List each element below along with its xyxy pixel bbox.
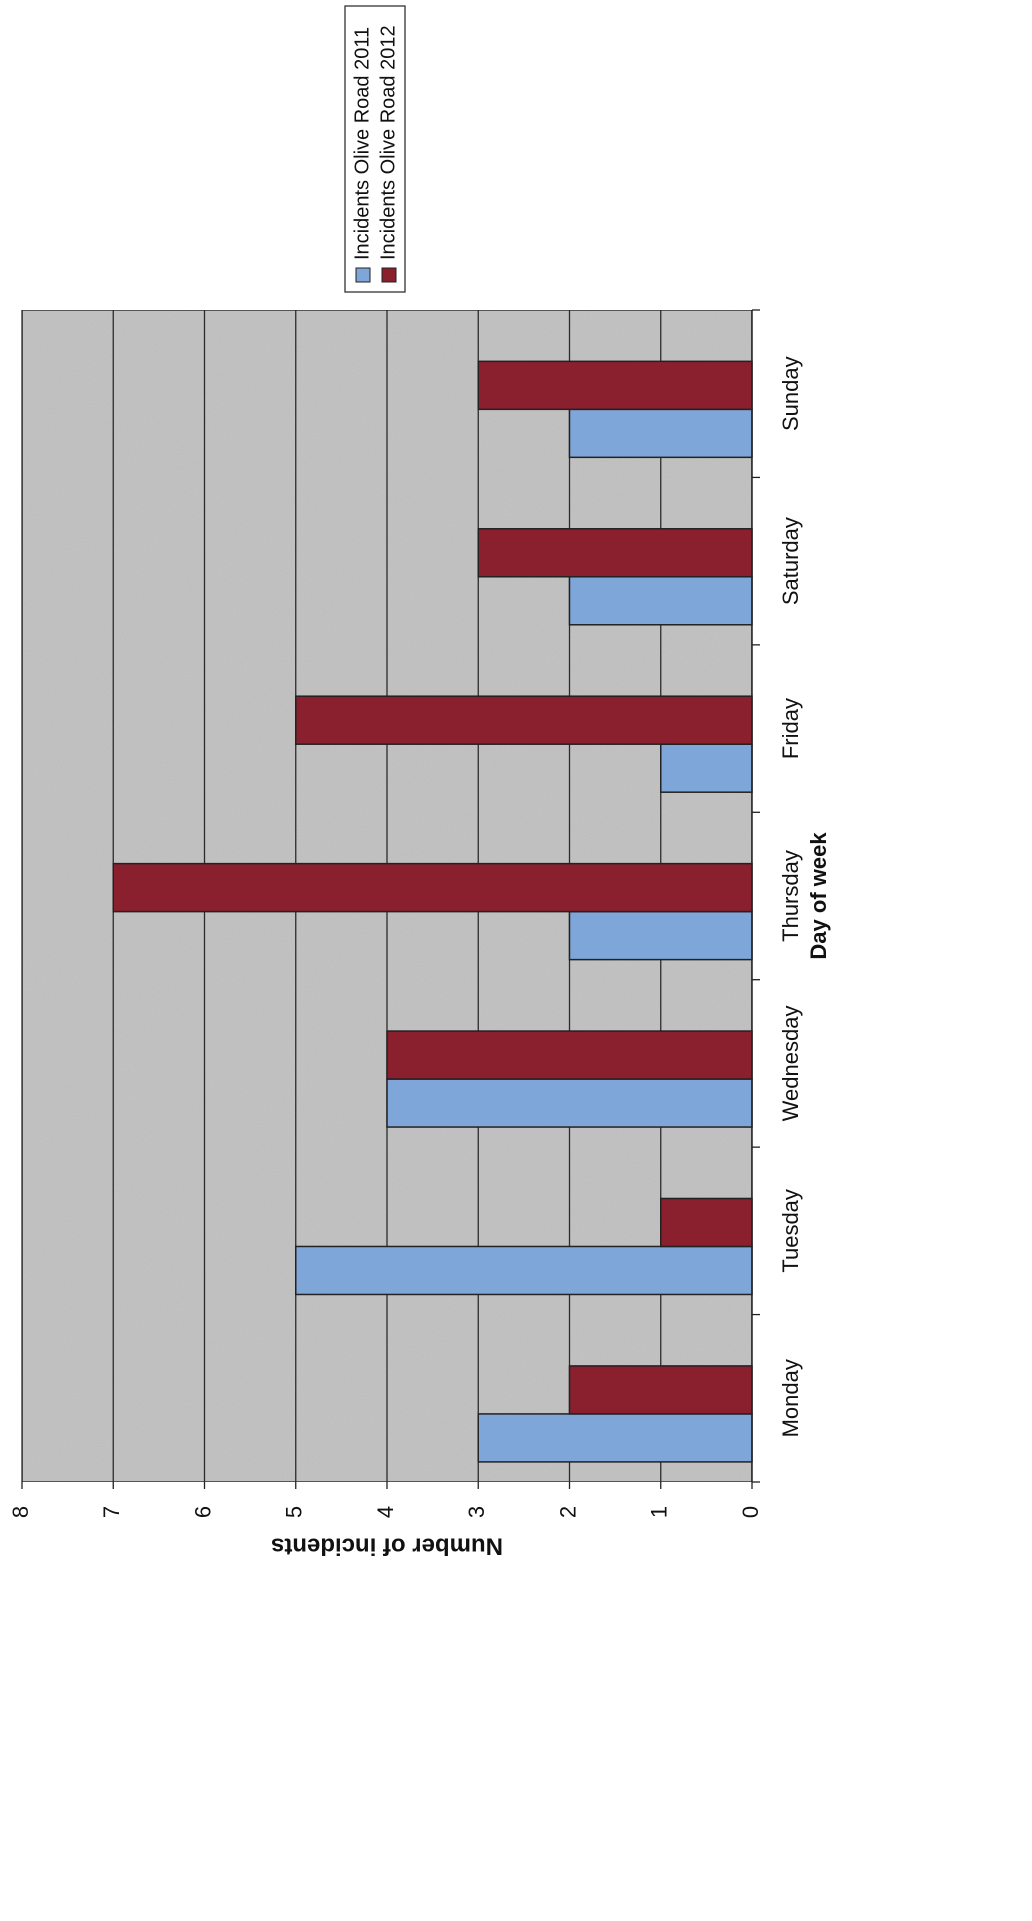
legend-label-2011: Incidents Olive Road 2011 [351, 27, 373, 260]
category-label-thursday: Thursday [778, 850, 803, 942]
bar-2011-tuesday [295, 1245, 753, 1296]
bar-2011-friday [660, 743, 753, 793]
legend-box [344, 5, 406, 293]
value-tick-label-8: 8 [8, 1506, 33, 1518]
category-label-sunday: Sunday [778, 356, 803, 431]
value-tick-label-2: 2 [555, 1506, 580, 1518]
bar-2012-monday [568, 1365, 753, 1415]
value-tick-label-1: 1 [647, 1506, 672, 1518]
category-label-saturday: Saturday [778, 517, 803, 605]
value-tick-label-4: 4 [373, 1506, 398, 1518]
value-tick-label-0: 0 [738, 1506, 763, 1518]
value-tick-label-5: 5 [282, 1506, 307, 1518]
category-label-wednesday: Wednesday [778, 1006, 803, 1122]
bar-2011-sunday [568, 408, 753, 459]
bar-2012-thursday [112, 862, 753, 913]
value-tick-label-6: 6 [190, 1506, 215, 1518]
y-axis-title: Number of incidents [271, 1533, 503, 1560]
bar-2011-monday [477, 1413, 753, 1463]
legend-label-2012: Incidents Olive Road 2012 [377, 25, 399, 260]
bar-2012-tuesday [660, 1197, 753, 1248]
bar-2012-wednesday [386, 1030, 753, 1080]
bar-2011-wednesday [386, 1078, 753, 1128]
bar-2012-friday [295, 695, 753, 745]
bar-2011-saturday [568, 576, 753, 626]
value-tick-label-3: 3 [464, 1506, 489, 1518]
bar-2012-sunday [477, 360, 753, 411]
bar-2012-saturday [477, 528, 753, 578]
bar-2011-thursday [568, 910, 753, 961]
legend: Incidents Olive Road 2011 Incidents Olive… [344, 5, 406, 293]
value-tick-label-7: 7 [99, 1506, 124, 1518]
category-label-tuesday: Tuesday [778, 1189, 803, 1273]
legend-swatch-2012 [381, 267, 397, 283]
bars [112, 360, 753, 1463]
x-axis-title: Day of week [806, 832, 831, 960]
labels: 0 1 2 3 4 5 6 7 8 Monday Tuesday Wednesday Thursday F… [8, 356, 831, 1559]
axes [21, 309, 760, 1489]
category-label-monday: Monday [778, 1359, 803, 1437]
category-label-friday: Friday [778, 698, 803, 759]
legend-swatch-2011 [355, 267, 371, 283]
